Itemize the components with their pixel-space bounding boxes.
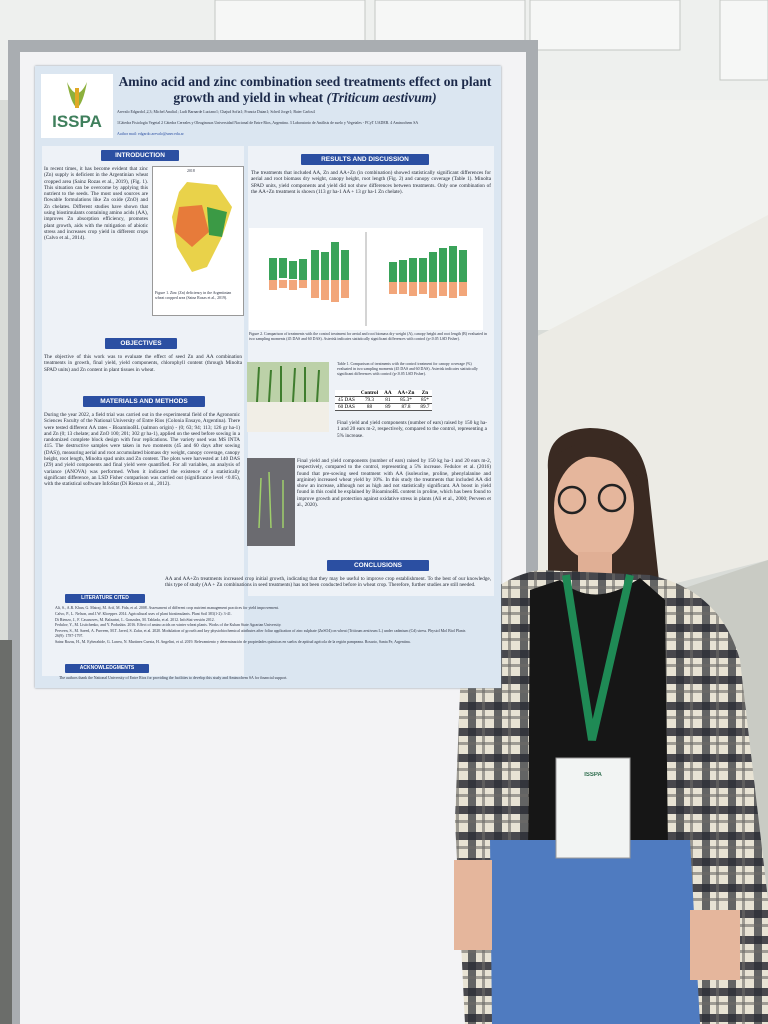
table-cell: 89.7 [417, 403, 433, 411]
literature-item: Fedulov, Y., M. Lisitchenko, and Y. Podu… [55, 623, 282, 628]
lanyard [562, 574, 634, 741]
figure-bars [269, 280, 467, 302]
table-cell: 85.3* [394, 396, 418, 404]
window [719, 0, 768, 81]
jeans [490, 840, 700, 1024]
floor [0, 640, 12, 1024]
table-corner [335, 390, 358, 397]
table-cell: 60 DAS [335, 403, 358, 411]
literature-item: Di Rienzo, J., F. Casanoves, M. Balzarin… [55, 617, 215, 622]
map [172, 182, 232, 272]
plants [256, 366, 320, 403]
title-species: (Triticum aestivum) [326, 90, 437, 105]
badge-logo: ISSPA [584, 772, 602, 778]
table: Control AA AA+Zn Zn 45 DAS 79.3 81 85.3* 85* 60 D… [335, 390, 433, 411]
table-cell: 89 [381, 403, 395, 411]
table-header-cell: AA [381, 390, 395, 397]
literature-item: Ali, S., A.R. Khan, G. Mairaj, M. Arif, … [55, 606, 279, 610]
literature-list: Ali, S., A.R. Khan, G. Mairaj, M. Arif, … [55, 606, 475, 662]
figure-1: 2018 Figure 1. Zinc (Zn) deficiency in t… [152, 166, 244, 316]
logo-stem [75, 88, 79, 108]
plants [258, 471, 284, 529]
section-heading: INTRODUCTION [101, 150, 179, 161]
poster: ISSPA Amino acid and zinc combination se… [35, 66, 501, 688]
literature-item: Perveen, S., M. Saeed, A. Parveen, M.T. … [55, 629, 466, 638]
discussion-text: Final yield and yield components (number… [297, 458, 491, 509]
figure-caption: Figure 1. Zinc (Zn) deficiency in the Ar… [155, 291, 232, 300]
figure-bars [269, 242, 467, 282]
map-region [175, 205, 209, 247]
section-heading: CONCLUSIONS [327, 560, 429, 571]
conclusions-text: AA and AA+Zn treatments increased crop i… [165, 576, 491, 589]
table-header-row: Control AA AA+Zn Zn [335, 390, 433, 397]
table-cell: 87.8 [394, 403, 418, 411]
window [374, 0, 526, 46]
window [529, 0, 681, 51]
acknowledgments-text: The authors thank the National Universit… [59, 676, 288, 680]
materials-text: During the year 2022, a field trial was … [44, 412, 240, 488]
intro-text: In recent times, it has become evident t… [44, 166, 148, 242]
glasses [557, 485, 587, 515]
hand [454, 860, 492, 950]
logo-text: ISSPA [52, 112, 102, 131]
face [554, 456, 634, 560]
roots-area [247, 402, 329, 432]
window [214, 0, 366, 46]
table-cell: 79.3 [357, 396, 382, 404]
table-header-cell: Control [357, 390, 382, 397]
table-cell: 45 DAS [335, 396, 358, 404]
map-year: 2018 [187, 169, 195, 173]
hand [690, 910, 740, 980]
map-region [207, 207, 227, 237]
table-row: 60 DAS 88 89 87.8 89.7 [335, 403, 433, 411]
figure-caption: Figure 2. Comparison of treatments with … [249, 332, 487, 341]
photo-seedlings [247, 458, 295, 546]
badge [555, 757, 631, 859]
figure-2 [249, 228, 483, 330]
table-row: 45 DAS 79.3 81 85.3* 85* [335, 396, 433, 404]
objectives-text: The objective of this work was to evalua… [44, 354, 242, 373]
authors: Arevalo Edgardo1,2,3; Michel Analia1; Lu… [117, 110, 315, 114]
section-heading: LITERATURE CITED [65, 594, 145, 603]
person [454, 428, 768, 1024]
section-heading: RESULTS AND DISCUSSION [301, 154, 429, 165]
title: Amino acid and zinc combination seed tre… [117, 74, 493, 106]
section-heading: ACKNOWLEDGMENTS [65, 664, 149, 673]
affiliations: 1Cátedra Fisiología Vegetal 2 Cátedra Ce… [117, 121, 419, 125]
table-caption: Table 1. Comparison of treatments with t… [337, 362, 478, 376]
section-heading: OBJECTIVES [105, 338, 177, 349]
table-header-cell: AA+Zn [394, 390, 418, 397]
results-text: The treatments that included AA, Zn and … [251, 170, 491, 195]
photo-roots [247, 362, 329, 432]
table-header-cell: Zn [417, 390, 433, 397]
logo-icon [67, 82, 87, 108]
yield-text: Final yield and yield components (number… [337, 420, 487, 439]
bangs [556, 441, 640, 478]
table-cell: 88 [357, 403, 382, 411]
author-mail: Author mail: edgardo.arevalo@uner.edu.ar [117, 132, 184, 136]
table-cell: 85* [417, 396, 433, 404]
literature-item: Sainz Rozas, H., M. Eyherabide, G. Larre… [55, 639, 411, 644]
title-main: Amino acid and zinc combination seed tre… [118, 74, 492, 105]
table-cell: 81 [381, 396, 395, 404]
section-heading: MATERIALS AND METHODS [83, 396, 205, 407]
logo-box: ISSPA [41, 74, 113, 138]
glasses [597, 483, 627, 513]
literature-item: Calvo, P., L. Nelson, and J.W. Kloepper.… [55, 611, 232, 616]
